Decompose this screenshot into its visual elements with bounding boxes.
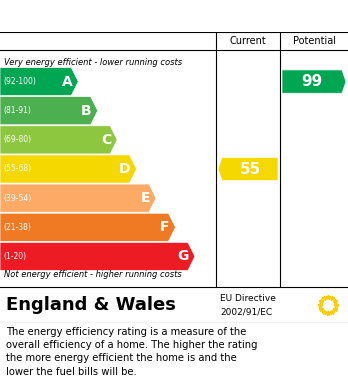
Text: (69-80): (69-80) [3,135,31,144]
Text: (81-91): (81-91) [3,106,31,115]
Text: (1-20): (1-20) [3,252,26,261]
Text: E: E [141,191,150,205]
Text: (39-54): (39-54) [3,194,31,203]
Text: Potential: Potential [293,36,335,46]
Text: Not energy efficient - higher running costs: Not energy efficient - higher running co… [4,270,182,279]
Polygon shape [0,97,98,125]
Text: Current: Current [230,36,266,46]
Text: 55: 55 [239,161,261,176]
Text: F: F [160,220,169,234]
Text: Energy Efficiency Rating: Energy Efficiency Rating [8,9,229,23]
Text: B: B [81,104,92,118]
Polygon shape [0,184,156,212]
Text: G: G [177,249,189,264]
Polygon shape [0,242,195,271]
Text: C: C [101,133,111,147]
Text: (92-100): (92-100) [3,77,36,86]
Text: Very energy efficient - lower running costs: Very energy efficient - lower running co… [4,58,182,67]
Text: The energy efficiency rating is a measure of the
overall efficiency of a home. T: The energy efficiency rating is a measur… [6,327,258,377]
Text: England & Wales: England & Wales [6,296,176,314]
Polygon shape [0,68,78,96]
Polygon shape [218,157,278,181]
Text: EU Directive: EU Directive [220,294,276,303]
Text: (21-38): (21-38) [3,223,31,232]
Polygon shape [0,126,117,154]
Polygon shape [0,155,137,183]
Polygon shape [282,70,346,93]
Polygon shape [0,213,175,241]
Text: A: A [62,75,72,89]
Text: D: D [119,162,130,176]
Text: 2002/91/EC: 2002/91/EC [220,308,272,317]
Text: 99: 99 [301,74,323,89]
Text: (55-68): (55-68) [3,165,31,174]
